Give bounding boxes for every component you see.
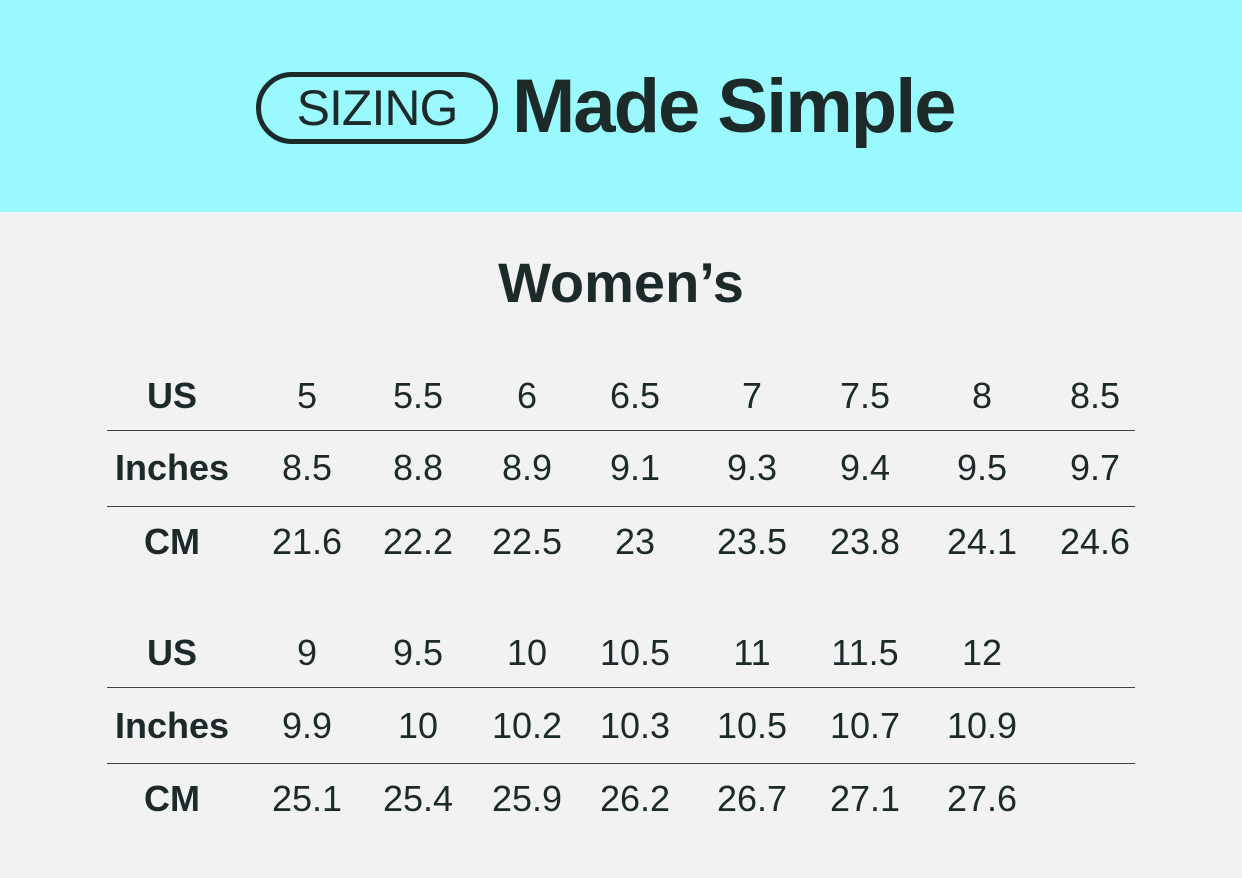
table-cell: 12 (961, 632, 1003, 673)
table-cell: 25.9 (491, 778, 563, 819)
table-cell: 26.7 (716, 778, 788, 819)
table-cell: 5.5 (392, 375, 444, 416)
table-cell: 25.4 (382, 778, 454, 819)
divider (107, 687, 1135, 688)
table-cell: 9 (296, 632, 318, 673)
row-label: US (146, 632, 197, 673)
row-label: CM (144, 521, 200, 562)
row-label: US (146, 375, 197, 416)
table-cell: 9.4 (839, 447, 891, 488)
table-cell: 9.9 (281, 705, 333, 746)
table-cell: 23.5 (716, 521, 788, 562)
table-cell: 8.8 (392, 447, 444, 488)
table-cell: 11.5 (831, 632, 899, 673)
table-cell: 9.7 (1069, 447, 1121, 488)
table-cell: 10.3 (599, 705, 671, 746)
row-label: CM (144, 778, 200, 819)
table-cell: 10 (506, 632, 548, 673)
table-cell: 10.5 (716, 705, 788, 746)
table-cell: 7 (741, 375, 763, 416)
table-cell: 22.5 (491, 521, 563, 562)
table-cell: 23.8 (829, 521, 901, 562)
table-cell: 8.9 (501, 447, 553, 488)
table-cell: 27.1 (829, 778, 901, 819)
row-label: Inches (114, 705, 230, 746)
table-cell: 22.2 (382, 521, 454, 562)
table-cell: 9.5 (392, 632, 444, 673)
table-cell: 9.1 (609, 447, 661, 488)
table-cell: 10 (397, 705, 439, 746)
table-cell: 21.6 (271, 521, 343, 562)
table-cell: 10.5 (599, 632, 671, 673)
table-cell: 10.2 (491, 705, 563, 746)
table-cell: 7.5 (839, 375, 891, 416)
table-cell: 23 (614, 521, 656, 562)
header-banner: SIZING Made Simple (0, 0, 1242, 212)
divider (107, 763, 1135, 764)
table-cell: 10.7 (829, 705, 901, 746)
table-cell: 25.1 (271, 778, 343, 819)
divider (107, 430, 1135, 431)
table-cell: 5 (296, 375, 318, 416)
page-title: Women’s (498, 251, 744, 314)
table-cell: 6.5 (609, 375, 661, 416)
sizing-badge: SIZING (256, 72, 498, 144)
table-cell: 9.3 (726, 447, 778, 488)
table-cell: 10.9 (946, 705, 1018, 746)
divider (107, 506, 1135, 507)
table-cell: 8 (971, 375, 993, 416)
table-cell: 8.5 (281, 447, 333, 488)
row-label: Inches (114, 447, 230, 488)
table-cell: 9.5 (956, 447, 1008, 488)
table-cell: 24.6 (1059, 521, 1131, 562)
table-cell: 26.2 (599, 778, 671, 819)
table-cell: 24.1 (946, 521, 1018, 562)
table-cell: 11 (733, 632, 771, 673)
table-cell: 6 (516, 375, 538, 416)
table-cell: 27.6 (946, 778, 1018, 819)
table-cell: 8.5 (1069, 375, 1121, 416)
tagline: Made Simple (512, 64, 957, 149)
